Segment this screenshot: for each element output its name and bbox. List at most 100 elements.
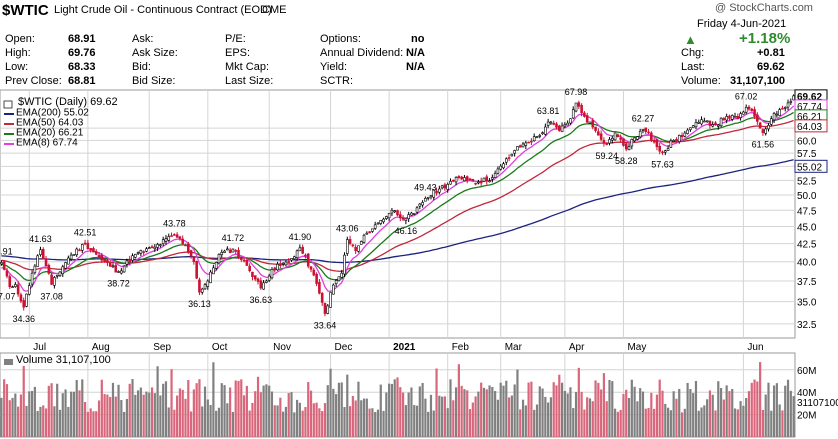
candle-body [200,288,204,293]
candle [365,231,369,235]
candle-body [214,262,218,269]
candle-body [563,124,567,127]
volume-bar [772,385,776,437]
candle [672,139,675,142]
volume-last-tag: 31107100 [797,398,838,409]
last-value-tag-label: 55.02 [797,162,822,173]
candle [133,253,137,259]
candle-body [195,261,198,279]
arrow-up-icon: ▲ [684,32,697,47]
candle-body [253,275,257,280]
candle-body [11,286,14,288]
volume-bar [636,401,639,437]
candle-body [256,278,260,282]
candle [195,260,198,280]
candle-body [610,137,614,141]
volume-bar [432,410,435,437]
candle-body [173,234,176,236]
x-tick-label: Jul [33,342,46,353]
candle-body [270,268,274,279]
candle [435,187,438,196]
candle [178,235,182,241]
candle [619,134,622,143]
candle [22,297,26,311]
volume-bar [480,382,483,437]
volume-bar [569,387,572,437]
volume-bar [404,405,407,437]
candle-body [700,119,703,125]
price-candles [0,94,795,317]
price-annotations: 39.91 37.07 34.36 41.63 37.08 42.51 38.72 43.78… [0,87,774,331]
candle [8,274,12,290]
candle [337,276,341,282]
volume-bar [488,385,491,437]
volume-bar [627,398,631,437]
candle [708,120,712,129]
price-annotation: 41.72 [222,233,245,243]
candle-body [521,143,525,148]
volume-bar [538,386,541,437]
volume-bar [106,394,109,437]
chg-value: +0.81 [757,47,785,59]
candle [583,111,586,118]
candle-body [655,139,659,148]
candle [652,137,656,144]
volume-bar [3,379,6,437]
candle [488,178,491,183]
candle-body [630,139,634,147]
candle [239,256,243,262]
candle-body [217,254,221,264]
volume-bar [396,377,399,437]
volume-bar [229,387,232,437]
candle [164,235,168,245]
eps-label: EPS: [225,47,251,59]
candle-body [722,118,726,121]
candle-body [186,243,190,253]
volume-bar [195,383,198,437]
candle [212,264,215,275]
candle-body [435,190,438,194]
volume-bar [56,383,59,437]
volume-bar [315,402,318,437]
candle [683,130,687,138]
volume-bar [385,392,388,437]
candle-body [415,207,419,213]
candle [192,256,196,265]
candle-body [379,220,383,224]
candle [106,259,109,267]
candle [756,112,759,125]
candle-body [103,258,106,262]
volume-bar [619,409,622,437]
candle-body [86,242,90,250]
volume-bar [176,395,179,437]
volume-bar [282,411,285,437]
y-tick-label: 40.0 [797,258,817,269]
candle-body [633,137,636,142]
candle [226,246,229,251]
volume-bar [435,368,438,437]
candle [549,120,553,125]
volume-bar [64,389,67,437]
last-value-tag-label: 64.03 [797,122,822,133]
candle-body [290,258,293,261]
candle-body [287,261,291,263]
candle [281,262,285,267]
candle-body [636,136,639,140]
candle-body [418,203,422,207]
volume-bar [81,379,84,437]
candle [597,128,600,136]
volume-bar [323,403,327,437]
candle-body [535,136,539,139]
candle-body [410,212,413,216]
candle [117,270,120,273]
volume-bar [641,391,645,437]
volume-bar [689,389,692,437]
volume-bar [661,390,664,437]
volume-bar [485,389,488,437]
candle-body [55,274,59,277]
candle [761,128,765,136]
candle [173,233,176,236]
candle [19,292,23,304]
volume-bar [639,388,642,437]
